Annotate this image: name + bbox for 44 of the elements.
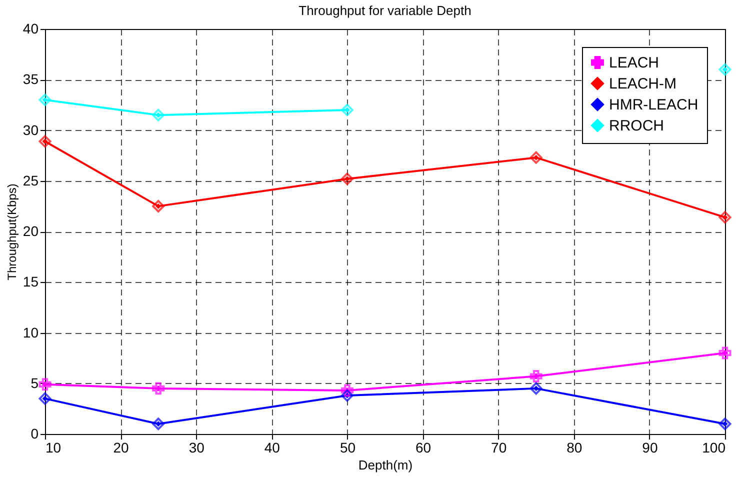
point <box>38 378 52 391</box>
legend-label: HMR-LEACH <box>609 96 698 114</box>
y-tick-label: 20 <box>22 223 39 239</box>
chart-title: Throughput for variable Depth <box>298 3 472 18</box>
point <box>530 151 542 164</box>
x-tick-label: 10 <box>46 440 62 456</box>
point <box>530 370 542 383</box>
y-tick-label: 40 <box>22 20 39 36</box>
y-tick-label: 15 <box>22 274 39 290</box>
x-axis-title: Depth(m) <box>358 458 413 472</box>
legend-label: LEACH-M <box>609 76 677 92</box>
legend-label: LEACH <box>609 54 660 72</box>
point <box>718 211 732 224</box>
point <box>38 135 52 148</box>
point <box>152 382 165 395</box>
point <box>38 94 52 106</box>
y-tick-label: 5 <box>30 374 39 391</box>
x-tick-label: 80 <box>566 440 582 456</box>
x-tick-label: 30 <box>188 440 205 456</box>
x-tick-label: 70 <box>491 440 507 456</box>
y-tick-label: 30 <box>22 122 39 138</box>
legend-label: RROCH <box>609 118 664 134</box>
point <box>340 172 354 186</box>
y-axis-title: Throughput(Kbps) <box>4 184 19 280</box>
point <box>152 200 165 212</box>
x-tick-label: 40 <box>264 440 280 456</box>
x-tick-label: 20 <box>113 440 130 456</box>
point <box>718 63 732 76</box>
point <box>152 108 165 122</box>
x-tick-label: 100 <box>702 440 726 456</box>
y-tick-label: 25 <box>22 172 39 188</box>
point <box>340 384 354 397</box>
y-tick-label: 10 <box>22 324 39 340</box>
point <box>718 346 732 360</box>
x-tick-label: 50 <box>340 440 356 456</box>
y-tick-label: 0 <box>30 426 39 442</box>
point <box>530 382 542 395</box>
point <box>38 392 52 405</box>
point <box>718 418 732 430</box>
x-tick-label: 60 <box>415 440 432 456</box>
point <box>340 104 354 116</box>
point <box>152 418 165 430</box>
x-tick-label: 90 <box>642 440 658 456</box>
y-tick-label: 35 <box>22 71 39 88</box>
